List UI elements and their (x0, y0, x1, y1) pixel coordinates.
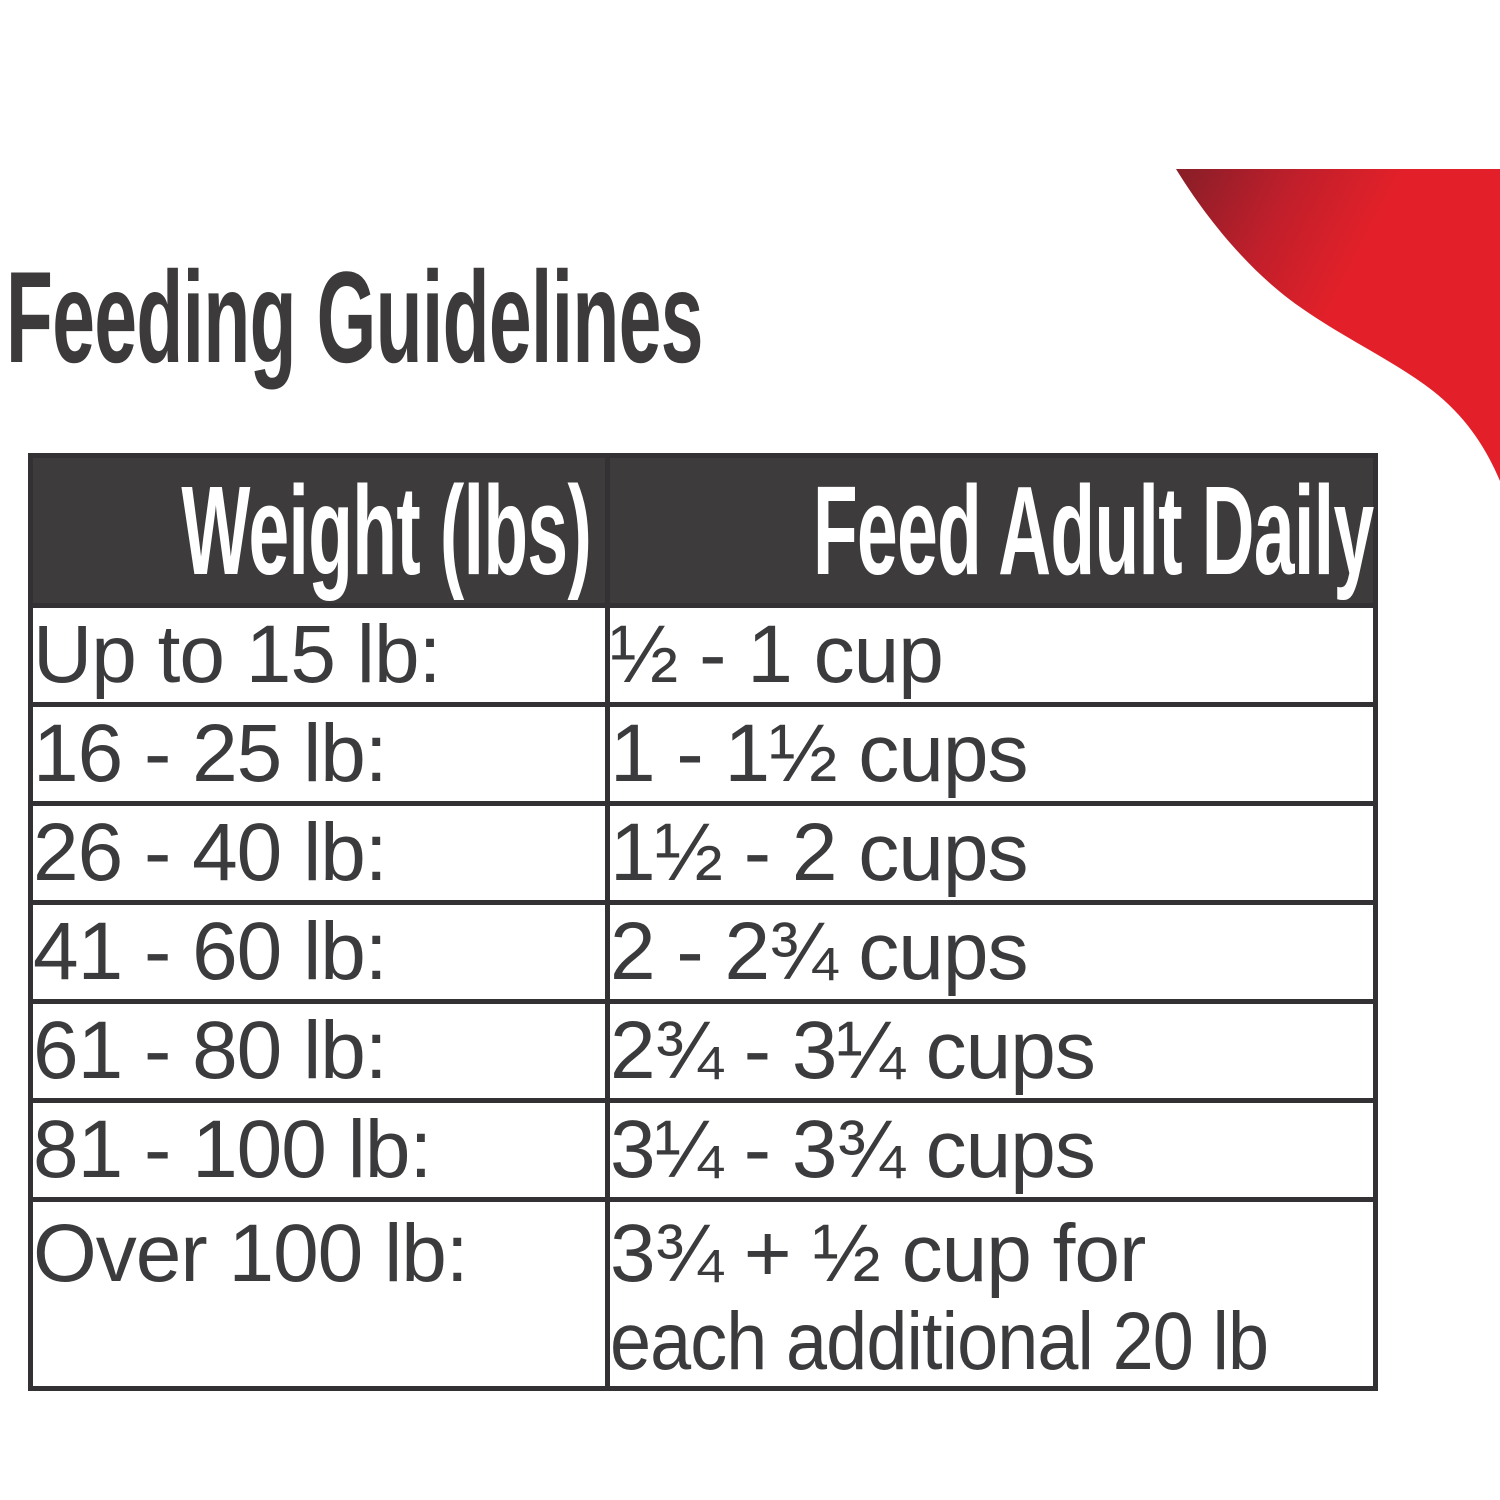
page-title-text: Feeding Guidelines (6, 244, 703, 390)
amount-cell: 2 - 2¾ cups (605, 900, 1378, 1004)
amount-cell: 3¾ + ½ cup for each additional 20 lb (605, 1197, 1378, 1391)
red-corner-swoosh (1176, 169, 1500, 481)
weight-cell: 81 - 100 lb: (28, 1098, 610, 1202)
weight-text: 41 - 60 lb: (33, 906, 388, 997)
table-row: Over 100 lb: 3¾ + ½ cup for each additio… (28, 1197, 1378, 1391)
weight-text: Up to 15 lb: (33, 609, 441, 700)
table-row: 26 - 40 lb: 1½ - 2 cups (28, 801, 1378, 905)
weight-cell: 41 - 60 lb: (28, 900, 610, 1004)
weight-text: Over 100 lb: (33, 1208, 469, 1299)
weight-cell: 26 - 40 lb: (28, 801, 610, 905)
amount-text: 2 - 2¾ cups (610, 906, 1028, 997)
table-row: 16 - 25 lb: 1 - 1½ cups (28, 702, 1378, 806)
weight-cell: 16 - 25 lb: (28, 702, 610, 806)
weight-cell: Over 100 lb: (28, 1197, 610, 1391)
amount-text: 3¼ - 3¾ cups (610, 1104, 1096, 1195)
amount-cell: 1½ - 2 cups (605, 801, 1378, 905)
table-row: 41 - 60 lb: 2 - 2¾ cups (28, 900, 1378, 1004)
weight-cell: 61 - 80 lb: (28, 999, 610, 1103)
amount-text: 1 - 1½ cups (610, 708, 1028, 799)
table-row: 61 - 80 lb: 2¾ - 3¼ cups (28, 999, 1378, 1103)
table-row: Up to 15 lb: ½ - 1 cup (28, 603, 1378, 707)
amount-text: ½ - 1 cup (610, 609, 944, 700)
header-weight-text: Weight (lbs) (181, 460, 592, 601)
amount-text: 2¾ - 3¼ cups (610, 1005, 1096, 1096)
amount-cell: 3¼ - 3¾ cups (605, 1098, 1378, 1202)
page-title: Feeding Guidelines (6, 252, 1187, 382)
header-weight-cell: Weight (lbs) (28, 453, 610, 608)
header-amount-text: Feed Adult Daily (812, 460, 1374, 601)
amount-cell: 2¾ - 3¼ cups (605, 999, 1378, 1103)
table-row: 81 - 100 lb: 3¼ - 3¾ cups (28, 1098, 1378, 1202)
amount-text-line-2: each additional 20 lb (610, 1296, 1269, 1387)
table-header-row: Weight (lbs) Feed Adult Daily (28, 453, 1378, 608)
weight-text: 26 - 40 lb: (33, 807, 388, 898)
weight-text: 81 - 100 lb: (33, 1104, 432, 1195)
weight-cell: Up to 15 lb: (28, 603, 610, 707)
feeding-table: Weight (lbs) Feed Adult Daily Up to 15 l… (28, 453, 1378, 1391)
amount-text-line-1: 3¾ + ½ cup for (610, 1208, 1146, 1299)
header-amount-cell: Feed Adult Daily (605, 453, 1378, 608)
amount-cell: 1 - 1½ cups (605, 702, 1378, 806)
weight-text: 16 - 25 lb: (33, 708, 388, 799)
amount-text: 1½ - 2 cups (610, 807, 1028, 898)
weight-text: 61 - 80 lb: (33, 1005, 388, 1096)
amount-cell: ½ - 1 cup (605, 603, 1378, 707)
